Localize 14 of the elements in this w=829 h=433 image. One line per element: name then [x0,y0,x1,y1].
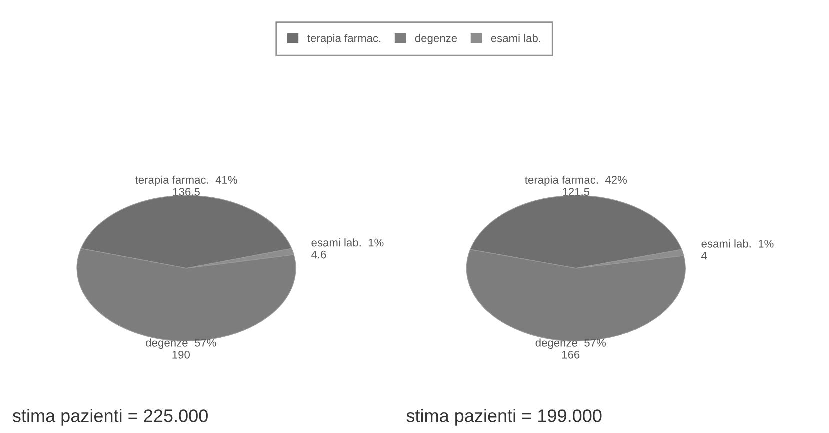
category-label: esami lab. 1% [312,238,384,247]
text: 136.5 [173,188,200,196]
legend-label: terapia farmac. [308,34,381,45]
slice-label: degenze 57% 166 [536,338,606,359]
slice-label: esami lab. 1% 4 [702,240,774,260]
category-label: terapia farmac. 41% [135,176,238,186]
category-label: degenze 57% [146,338,216,350]
text: 190 [172,350,190,359]
text: stima pazienti = 225.000 [12,409,208,426]
text: stima pazienti = 199.000 [406,409,602,426]
slice-label: terapia farmac. 42% 121.5 [525,176,628,196]
legend-label: degenze [415,34,458,45]
legend-label: esami lab. [491,34,541,42]
text: 4.6 [312,250,326,259]
